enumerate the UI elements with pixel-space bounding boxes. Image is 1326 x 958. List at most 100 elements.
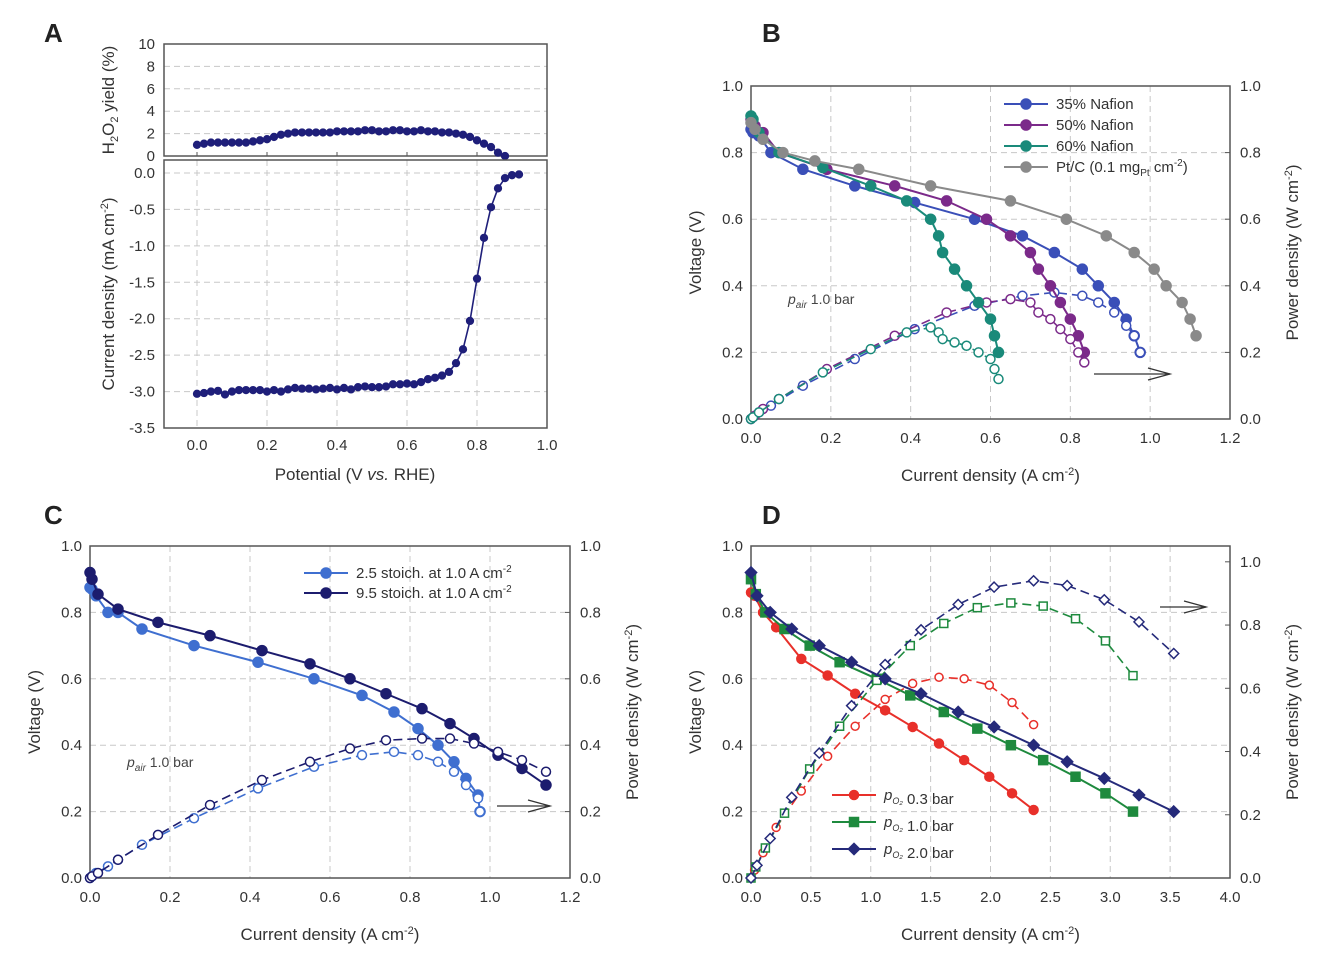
- voltage-point: [888, 180, 901, 192]
- voltage-point: [948, 263, 961, 275]
- power-point: [204, 799, 216, 811]
- legend-marker: [1020, 140, 1032, 152]
- a-yield-point: [199, 139, 209, 148]
- a-yield-point: [416, 126, 426, 135]
- a-yield-point: [402, 127, 412, 136]
- a-current-point: [339, 383, 349, 393]
- voltage-point: [1064, 313, 1077, 325]
- a-yield-point: [276, 130, 286, 139]
- voltage-point: [102, 606, 114, 619]
- voltage-point: [1032, 263, 1045, 275]
- voltage-point: [1048, 246, 1061, 259]
- y-axis-title: Voltage (V): [686, 210, 705, 294]
- panel-a: 0 2 4 6 8 10 H2O2 yield (%) 0.0 -0.5 -1.0 -1.5 -2.0…: [99, 36, 557, 484]
- a-current-point: [381, 382, 391, 391]
- y-tick-label: 1.0: [722, 538, 743, 555]
- power-point: [1077, 290, 1088, 302]
- a-top-y-tick-label: 4: [147, 103, 155, 120]
- voltage-point: [984, 771, 995, 782]
- voltage-point: [92, 588, 104, 600]
- a-yield-point: [234, 138, 244, 147]
- y-tick-label: 1.0: [722, 78, 743, 95]
- power-point: [1120, 320, 1132, 332]
- y-right-tick-label: 0.0: [1240, 870, 1261, 887]
- panel-c: 0.0 0.2 0.4 0.6 0.8 1.0 1.2 0.0 0.2 0.4 0.6 0.8 1.0 0…: [25, 538, 642, 944]
- legend-label: pO₂ 2.0 bar: [883, 841, 954, 862]
- voltage-point: [448, 756, 460, 768]
- voltage-point: [1044, 280, 1057, 292]
- voltage-point: [924, 180, 937, 192]
- y-right-tick-label: 0.8: [580, 604, 601, 621]
- a-current-point: [458, 345, 468, 354]
- voltage-point: [1004, 230, 1017, 242]
- panel-d: 0.0 0.5 1.0 1.5 2.0 2.5 3.0 3.5 4.0 0.0 0.2 0.4 0.6 0…: [686, 538, 1302, 944]
- x-tick-label: 0.8: [400, 889, 421, 906]
- power-point: [356, 749, 368, 761]
- legend-label: Pt/C (0.1 mgPt cm-2): [1056, 158, 1188, 179]
- voltage-point: [797, 163, 809, 175]
- power-point: [750, 859, 764, 872]
- power-point: [914, 623, 928, 636]
- a-yield-point: [192, 140, 202, 149]
- a-current-point: [332, 385, 342, 394]
- voltage-point: [1167, 804, 1181, 819]
- y-right-tick-label: 0.2: [1240, 807, 1261, 824]
- a-current-point: [353, 383, 363, 392]
- a-current-point: [472, 274, 482, 283]
- legend-marker: [320, 587, 332, 599]
- power-point: [817, 367, 829, 378]
- voltage-point: [933, 738, 945, 749]
- x-tick-label: 0.0: [741, 889, 762, 906]
- a-current-point: [409, 380, 419, 389]
- power-point: [804, 764, 815, 774]
- power-point: [1027, 574, 1040, 587]
- panel-label-d: D: [762, 500, 781, 530]
- a-current-point: [248, 385, 258, 395]
- a-x-tick-label: 0.0: [187, 437, 208, 454]
- power-point: [416, 733, 428, 744]
- voltage-point: [924, 213, 937, 225]
- power-point: [1167, 647, 1180, 660]
- a-current-point: [514, 170, 524, 179]
- a-x-tick-label: 0.4: [327, 437, 348, 454]
- power-point: [1065, 333, 1076, 345]
- a-yield-point: [269, 132, 279, 142]
- pair-annotation: pair 1.0 bar: [126, 754, 194, 774]
- a-yield-point: [479, 139, 489, 148]
- power-point: [989, 363, 1000, 375]
- power-point: [871, 675, 882, 686]
- y-tick-label: 0.0: [722, 411, 743, 428]
- voltage-point: [188, 639, 200, 652]
- a-yield-point: [325, 128, 335, 137]
- voltage-point: [152, 616, 164, 629]
- power-point: [993, 373, 1004, 385]
- a-yield-point: [262, 135, 272, 144]
- power-point: [1073, 347, 1084, 358]
- x-tick-label: 0.0: [741, 430, 762, 447]
- voltage-point: [1127, 806, 1139, 817]
- a-current-point: [423, 375, 433, 384]
- y-tick-label: 0.2: [722, 804, 743, 821]
- a-yield-point: [206, 138, 216, 147]
- voltage-point: [796, 653, 807, 665]
- power-point: [961, 340, 972, 351]
- voltage-point: [1184, 313, 1196, 325]
- a-x-tick-label: 1.0: [537, 437, 558, 454]
- a-current-point: [318, 384, 328, 393]
- a-current-point: [479, 233, 489, 242]
- voltage-point: [960, 280, 973, 292]
- power-point: [1128, 330, 1140, 341]
- power-point: [1045, 313, 1056, 325]
- a-yield-point: [465, 132, 475, 142]
- y-right-tick-label: 0.0: [580, 870, 601, 887]
- a-current-point: [206, 387, 216, 396]
- voltage-point: [1128, 246, 1140, 259]
- a-current-point: [395, 380, 405, 389]
- x-tick-label: 0.5: [800, 889, 821, 906]
- x-tick-label: 0.6: [980, 430, 1001, 447]
- arrow-head: [1147, 367, 1173, 381]
- power-point: [444, 733, 456, 744]
- voltage-point: [252, 656, 264, 668]
- a-current-point: [416, 377, 426, 387]
